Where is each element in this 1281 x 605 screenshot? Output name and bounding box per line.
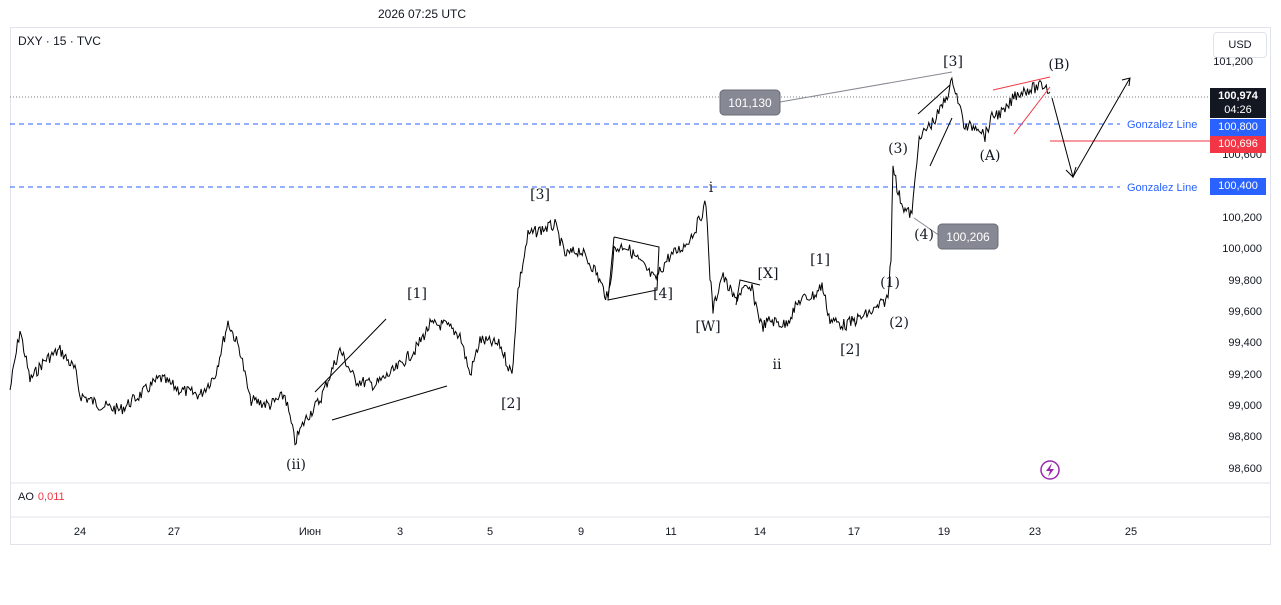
last-price-tag: 100,974 04:26: [1210, 88, 1266, 118]
price-tick: 99,600: [1228, 306, 1262, 318]
wave-label: (3): [888, 141, 908, 157]
chart-frame[interactable]: [10, 27, 1271, 545]
price-tick: 99,800: [1228, 275, 1262, 287]
time-tick: 19: [938, 526, 950, 538]
x-wave-lines[interactable]: [735, 279, 761, 306]
time-tick: 24: [74, 526, 86, 538]
time-tick: Июн: [299, 526, 321, 538]
wave-label: [4]: [653, 286, 673, 302]
price-tick: 98,600: [1228, 463, 1262, 475]
gonzalez-lower-tag: 100,400: [1210, 178, 1266, 195]
red-level-tag: 100,696: [1210, 136, 1266, 153]
callout-high-value: 101,130: [728, 96, 772, 110]
wedge-upper-line[interactable]: [314, 318, 387, 393]
wave-label: [3]: [943, 54, 963, 70]
wave-label: (B): [1048, 57, 1069, 73]
time-tick: 27: [168, 526, 180, 538]
time-tick: 9: [578, 526, 584, 538]
time-tick: 23: [1029, 526, 1041, 538]
ao-label: AO: [18, 491, 34, 503]
triangle-pattern[interactable]: [607, 236, 660, 301]
wave-label: (2): [889, 315, 909, 331]
projection-path[interactable]: [1051, 77, 1131, 179]
price-tick: 100,000: [1222, 243, 1262, 255]
gonzalez-label-upper: Gonzalez Line: [1127, 119, 1197, 131]
wave-label: (A): [979, 148, 1000, 164]
price-tick: 100,200: [1222, 212, 1262, 224]
lightning-icon[interactable]: [1040, 460, 1060, 480]
ao-value: 0,011: [37, 491, 65, 503]
lightning-bolt-shape: [1046, 463, 1054, 477]
arrow-head-down-icon: [1065, 166, 1077, 178]
wave-label: [3]: [530, 187, 550, 203]
time-tick: 25: [1125, 526, 1137, 538]
price-tick: 99,200: [1228, 369, 1262, 381]
gonzalez-upper-tag: 100,800: [1210, 119, 1266, 136]
ao-indicator[interactable]: AO 0,011: [18, 491, 65, 503]
channel-lower-red[interactable]: [1013, 86, 1051, 135]
wave-label: (ii): [286, 457, 306, 473]
arrow-head-up-icon: [1121, 77, 1131, 87]
price-tick: 99,400: [1228, 337, 1262, 349]
wave-label: (1): [880, 275, 900, 291]
currency-button[interactable]: USD: [1213, 32, 1267, 58]
wave-label: ii: [773, 357, 782, 373]
callout-connector-low: [913, 217, 941, 237]
time-tick: 14: [754, 526, 766, 538]
time-tick: 3: [397, 526, 403, 538]
symbol-legend[interactable]: DXY · 15 · TVC: [18, 34, 101, 48]
wave-label: [X]: [758, 266, 779, 282]
wave-3-line[interactable]: [917, 84, 951, 115]
wave-label: i: [709, 180, 714, 196]
wave-label: [W]: [695, 319, 720, 335]
time-tick: 11: [665, 526, 676, 538]
time-tick: 5: [487, 526, 493, 538]
timestamp: 2026 07:25 UTC: [378, 2, 470, 26]
wave-label: (4): [914, 227, 934, 243]
price-tick: 99,000: [1228, 400, 1262, 412]
price-series: [9, 76, 1051, 446]
wedge-lower-line[interactable]: [331, 385, 448, 421]
wave-label: [1]: [810, 252, 830, 268]
price-tick: 101,200: [1213, 56, 1253, 68]
wave-label: [2]: [501, 396, 521, 412]
wave-label: [2]: [840, 342, 860, 358]
channel-upper-red[interactable]: [992, 76, 1051, 91]
callout-box-low[interactable]: [937, 223, 999, 250]
callout-box-high[interactable]: [719, 89, 781, 116]
callout-connector-high: [779, 71, 953, 103]
callout-low-value: 100,206: [946, 230, 990, 244]
price-tick: 98,800: [1228, 431, 1262, 443]
time-tick: 17: [848, 526, 860, 538]
wave-label: [1]: [407, 286, 427, 302]
gonzalez-label-lower: Gonzalez Line: [1127, 182, 1197, 194]
wave-4-line[interactable]: [929, 117, 953, 167]
